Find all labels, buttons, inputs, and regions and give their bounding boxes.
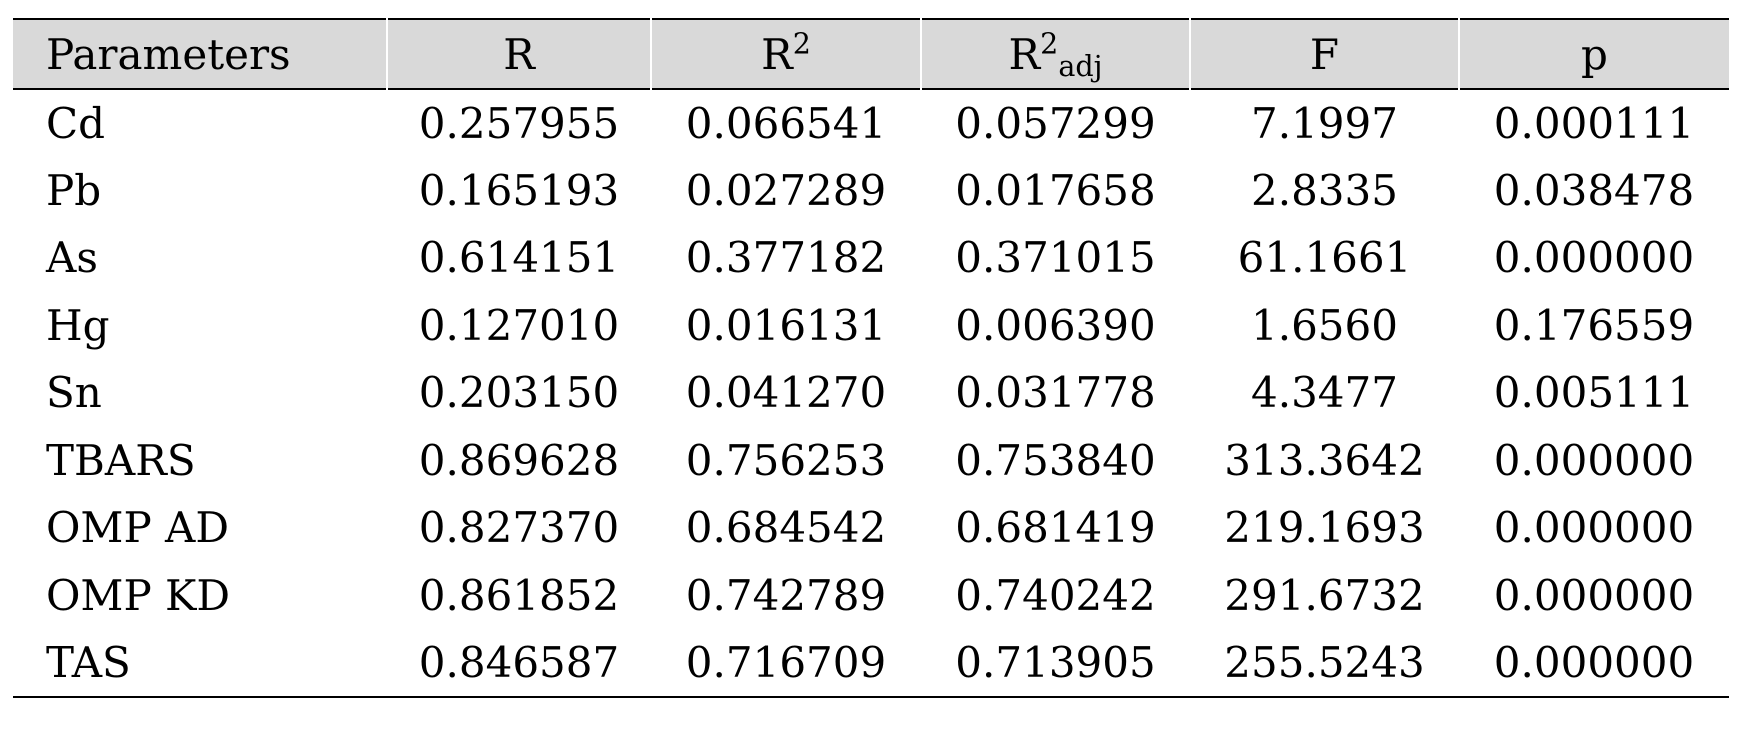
value-cell: 219.1693 (1224, 503, 1425, 553)
value-cell: 0.031778 (955, 368, 1156, 418)
parameter-cell: TAS (46, 637, 131, 687)
header-text: R (761, 29, 793, 79)
header-superscript: 2 (1040, 25, 1059, 60)
parameter-cell: As (46, 233, 98, 283)
value-cell: 0.000000 (1493, 233, 1695, 283)
value-cell: 0.713905 (955, 637, 1156, 687)
header-subscript: adj (1058, 48, 1103, 83)
header-cell: p (1458, 19, 1729, 89)
header-text: Parameters (46, 29, 291, 79)
header-cell: R2 (650, 19, 921, 89)
header-cell: R2adj (920, 19, 1190, 89)
value-cell: 0.740242 (955, 570, 1156, 620)
value-cell: 2.8335 (1251, 165, 1398, 215)
header-text: R (1008, 29, 1041, 79)
parameter-cell: OMP AD (46, 503, 230, 553)
header-cell: F (1189, 19, 1459, 89)
parameter-cell: OMP KD (46, 570, 231, 620)
value-cell: 0.000000 (1493, 435, 1695, 485)
value-cell: 0.000000 (1493, 503, 1695, 553)
value-cell: 291.6732 (1224, 570, 1425, 620)
table-row: As 0.614151 0.377182 0.371015 61.1661 0.00000… (13, 224, 1729, 292)
table-row: Hg 0.127010 0.016131 0.006390 1.6560 0.176559 (13, 292, 1729, 360)
value-cell: 255.5243 (1224, 637, 1425, 687)
header-text: R (503, 29, 535, 79)
value-cell: 0.006390 (955, 300, 1156, 350)
value-cell: 0.869628 (418, 435, 620, 485)
value-cell: 0.827370 (418, 503, 620, 553)
value-cell: 0.066541 (685, 98, 887, 148)
value-cell: 0.000000 (1493, 570, 1695, 620)
value-cell: 0.038478 (1493, 165, 1695, 215)
table-row: TAS 0.846587 0.716709 0.713905 255.5243 0.000… (13, 629, 1729, 697)
value-cell: 0.176559 (1493, 300, 1695, 350)
value-cell: 0.257955 (418, 98, 620, 148)
table-row: OMP AD 0.827370 0.684542 0.681419 219.1693 0.… (13, 494, 1729, 562)
value-cell: 0.027289 (685, 165, 887, 215)
value-cell: 0.614151 (418, 233, 620, 283)
value-cell: 313.3642 (1224, 435, 1425, 485)
value-cell: 0.041270 (685, 368, 887, 418)
value-cell: 61.1661 (1237, 233, 1412, 283)
table-row: OMP KD 0.861852 0.742789 0.740242 291.6732 0.… (13, 562, 1729, 630)
value-cell: 0.742789 (685, 570, 887, 620)
value-cell: 0.861852 (418, 570, 620, 620)
value-cell: 0.016131 (685, 300, 887, 350)
value-cell: 0.753840 (955, 435, 1156, 485)
parameter-cell: Hg (46, 300, 110, 350)
value-cell: 0.203150 (418, 368, 620, 418)
value-cell: 0.716709 (685, 637, 887, 687)
value-cell: 0.681419 (955, 503, 1156, 553)
value-cell: 0.000111 (1493, 98, 1695, 148)
header-text: p (1581, 29, 1608, 79)
value-cell: 0.371015 (955, 233, 1156, 283)
value-cell: 0.000000 (1493, 637, 1695, 687)
value-cell: 0.057299 (955, 98, 1156, 148)
table-row: Sn 0.203150 0.041270 0.031778 4.3477 0.005111 (13, 359, 1729, 427)
parameter-cell: Pb (46, 165, 102, 215)
value-cell: 0.756253 (685, 435, 887, 485)
value-cell: 4.3477 (1251, 368, 1398, 418)
value-cell: 1.6560 (1251, 300, 1398, 350)
header-text: F (1309, 29, 1340, 79)
header-superscript: 2 (792, 25, 811, 60)
header-cell: Parameters (13, 19, 387, 89)
table-body: Cd 0.257955 0.066541 0.057299 7.1997 0.000111… (13, 89, 1729, 697)
value-cell: 7.1997 (1251, 98, 1398, 148)
value-cell: 0.846587 (418, 637, 620, 687)
table-row: Pb 0.165193 0.027289 0.017658 2.8335 0.038478 (13, 157, 1729, 225)
table-row: Cd 0.257955 0.066541 0.057299 7.1997 0.000111 (13, 89, 1729, 157)
value-cell: 0.165193 (418, 165, 620, 215)
parameter-cell: TBARS (46, 435, 196, 485)
value-cell: 0.127010 (418, 300, 620, 350)
value-cell: 0.377182 (685, 233, 887, 283)
header-cell: R (386, 19, 651, 89)
parameter-cell: Cd (46, 98, 106, 148)
table-row: TBARS 0.869628 0.756253 0.753840 313.3642 0.0… (13, 427, 1729, 495)
value-cell: 0.684542 (685, 503, 887, 553)
value-cell: 0.017658 (955, 165, 1156, 215)
value-cell: 0.005111 (1493, 368, 1695, 418)
parameter-cell: Sn (46, 368, 102, 418)
